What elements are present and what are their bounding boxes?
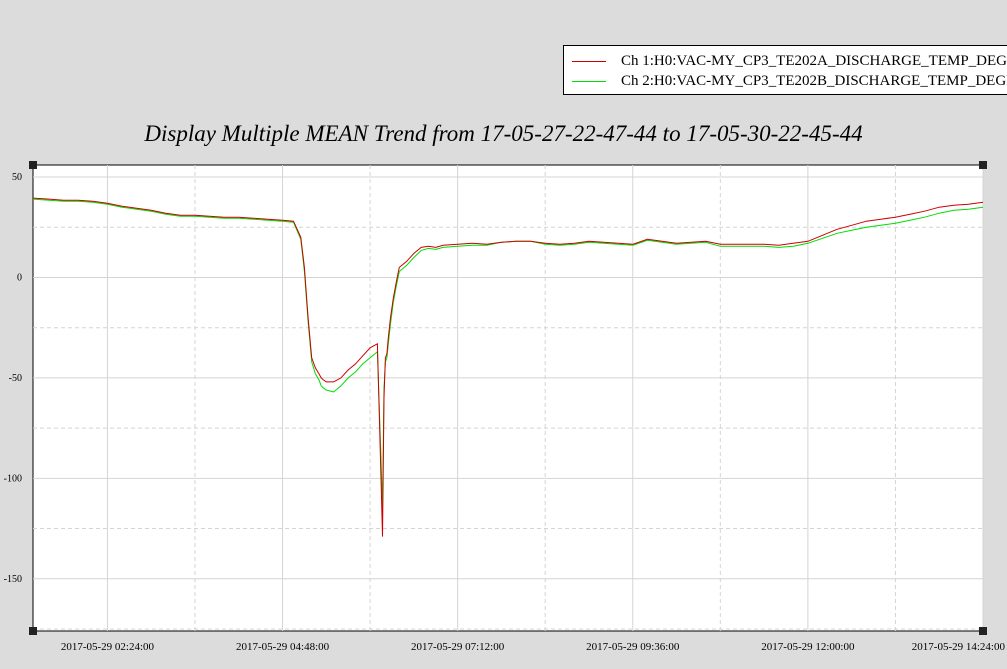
plot-area[interactable] xyxy=(32,164,984,632)
x-tick-label: 2017-05-29 14:24:00 xyxy=(912,641,1006,653)
resize-handles xyxy=(29,161,987,635)
chart-legend: Ch 1:H0:VAC-MY_CP3_TE202A_DISCHARGE_TEMP… xyxy=(563,45,1007,95)
x-tick-label: 2017-05-29 09:36:00 xyxy=(586,641,680,653)
legend-item-ch1[interactable]: Ch 1:H0:VAC-MY_CP3_TE202A_DISCHARGE_TEMP… xyxy=(564,51,1007,71)
x-tick-label: 2017-05-29 12:00:00 xyxy=(761,641,855,653)
x-tick-label: 2017-05-29 07:12:00 xyxy=(411,641,505,653)
legend-label-ch2: Ch 2:H0:VAC-MY_CP3_TE202B_DISCHARGE_TEMP… xyxy=(621,73,1007,89)
x-tick-label: 2017-05-29 04:48:00 xyxy=(236,641,330,653)
legend-item-ch2[interactable]: Ch 2:H0:VAC-MY_CP3_TE202B_DISCHARGE_TEMP… xyxy=(564,71,1007,91)
corner-handle[interactable] xyxy=(29,627,37,635)
chart-title: Display Multiple MEAN Trend from 17-05-2… xyxy=(144,121,863,146)
legend-swatch-ch2 xyxy=(572,81,606,82)
y-axis-tick-labels: 50 0 -50 -100 -150 xyxy=(4,172,22,585)
x-tick-label: 2017-05-29 02:24:00 xyxy=(61,641,155,653)
y-tick-label: -50 xyxy=(9,373,22,384)
y-tick-label: -150 xyxy=(4,574,22,585)
corner-handle[interactable] xyxy=(29,161,37,169)
series-line-ch2 xyxy=(32,198,984,509)
y-tick-label: 0 xyxy=(17,272,22,283)
y-tick-label: 50 xyxy=(12,172,22,183)
y-tick-label: -100 xyxy=(4,473,22,484)
legend-label-ch1: Ch 1:H0:VAC-MY_CP3_TE202A_DISCHARGE_TEMP… xyxy=(621,53,1007,69)
corner-handle[interactable] xyxy=(979,627,987,635)
x-axis-tick-labels: 2017-05-29 02:24:00 2017-05-29 04:48:00 20… xyxy=(61,641,1006,653)
grid-lines xyxy=(33,165,984,631)
legend-swatch-ch1 xyxy=(572,61,606,62)
series-line-ch1 xyxy=(32,197,984,537)
series-lines xyxy=(32,197,984,537)
corner-handle[interactable] xyxy=(979,161,987,169)
